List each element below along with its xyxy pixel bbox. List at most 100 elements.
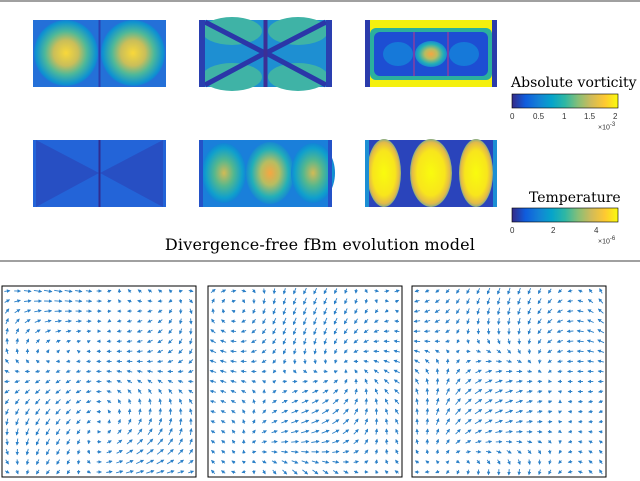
velocity-arrow — [107, 409, 112, 414]
velocity-arrow — [116, 329, 122, 333]
velocity-arrow — [148, 398, 152, 405]
velocity-arrow — [281, 409, 289, 414]
velocity-arrow — [54, 299, 63, 303]
velocity-arrow — [168, 427, 173, 436]
velocity-arrow — [282, 469, 288, 475]
velocity-arrow — [496, 459, 501, 465]
velocity-arrow — [188, 359, 194, 364]
velocity-arrow — [168, 338, 173, 344]
velocity-arrow — [415, 428, 419, 435]
velocity-arrow — [526, 379, 533, 384]
velocity-arrow — [252, 440, 257, 444]
velocity-arrow — [209, 379, 217, 384]
velocity-arrow — [588, 450, 593, 454]
velocity-arrow — [158, 398, 163, 405]
temperature-exponent: ×10-6 — [598, 236, 616, 246]
velocity-arrow — [464, 388, 472, 395]
velocity-arrow — [55, 428, 61, 436]
velocity-arrow — [425, 418, 430, 425]
velocity-arrow — [106, 460, 113, 464]
velocity-arrow — [65, 379, 71, 384]
velocity-arrow — [179, 318, 183, 325]
velocity-arrow — [435, 397, 440, 406]
velocity-arrow — [301, 419, 310, 424]
velocity-arrow — [353, 349, 359, 353]
velocity-arrow — [556, 349, 563, 354]
velocity-arrow — [126, 329, 133, 333]
velocity-arrow — [35, 329, 41, 334]
velocity-arrow — [211, 318, 215, 324]
velocity-arrow — [14, 318, 20, 324]
velocity-arrow — [547, 318, 553, 324]
velocity-arrow — [455, 378, 461, 385]
velocity-arrow — [343, 318, 348, 325]
velocity-arrow — [313, 348, 318, 355]
velocity-arrow — [445, 439, 450, 445]
velocity-arrow — [272, 308, 276, 315]
velocity-arrow — [301, 460, 309, 464]
velocity-arrow — [424, 289, 430, 293]
velocity-arrow — [56, 349, 60, 354]
velocity-arrow — [538, 349, 542, 354]
velocity-arrow — [557, 359, 563, 364]
velocity-arrow — [136, 459, 145, 465]
velocity-arrow — [515, 399, 524, 404]
velocity-arrow — [384, 438, 389, 445]
velocity-arrow — [242, 419, 246, 424]
velocity-arrow — [353, 328, 359, 334]
velocity-arrow — [425, 449, 430, 454]
velocity-arrow — [323, 380, 329, 384]
velocity-arrow — [434, 309, 441, 313]
velocity-arrow — [210, 288, 216, 294]
velocity-arrow — [537, 298, 542, 305]
velocity-arrow — [505, 369, 513, 374]
velocity-arrow — [168, 398, 173, 405]
velocity-arrow — [136, 449, 144, 455]
figure-caption: Divergence-free fBm evolution model — [164, 235, 476, 254]
velocity-arrow — [495, 389, 503, 394]
velocity-arrow — [476, 339, 480, 344]
velocity-arrow — [484, 409, 493, 414]
velocity-arrow — [272, 328, 277, 335]
velocity-arrow — [413, 349, 421, 354]
velocity-arrow — [231, 449, 236, 454]
velocity-arrow — [313, 288, 318, 295]
velocity-arrow — [158, 407, 163, 415]
velocity-arrow — [210, 329, 216, 334]
velocity-arrow — [292, 317, 297, 326]
velocity-arrow — [157, 339, 163, 344]
velocity-arrow — [445, 339, 450, 343]
velocity-arrow — [587, 309, 594, 313]
velocity-arrow — [157, 329, 163, 334]
velocity-arrow — [210, 469, 216, 475]
velocity-arrow — [475, 359, 482, 364]
velocity-arrow — [474, 379, 483, 384]
velocity-arrow — [312, 469, 319, 475]
velocity-arrow — [46, 459, 50, 465]
velocity-arrow — [148, 418, 152, 425]
velocity-arrow — [189, 308, 193, 315]
velocity-arrows-2 — [209, 287, 400, 475]
velocity-arrow — [241, 399, 246, 404]
velocity-arrow — [558, 410, 563, 414]
velocity-arrow — [156, 449, 164, 455]
velocity-arrow — [292, 369, 297, 374]
velocity-arrow — [343, 359, 348, 363]
velocity-arrow — [15, 469, 19, 475]
velocity-arrow — [587, 369, 594, 374]
velocity-arrow — [464, 418, 472, 425]
velocity-arrow — [281, 429, 289, 434]
velocity-arrow — [332, 399, 339, 405]
velocity-arrow — [76, 350, 81, 354]
velocity-arrow — [414, 289, 420, 293]
velocity-arrow — [301, 439, 310, 444]
velocity-arrow — [383, 329, 390, 333]
velocity-arrow — [220, 389, 227, 394]
velocity-arrow — [466, 328, 471, 335]
velocity-arrow — [332, 460, 340, 464]
velocity-arrow — [435, 387, 440, 395]
velocity-arrow — [364, 438, 369, 445]
velocity-arrow — [537, 338, 542, 345]
velocity-arrow — [64, 299, 73, 303]
velocity-arrow — [250, 349, 257, 353]
